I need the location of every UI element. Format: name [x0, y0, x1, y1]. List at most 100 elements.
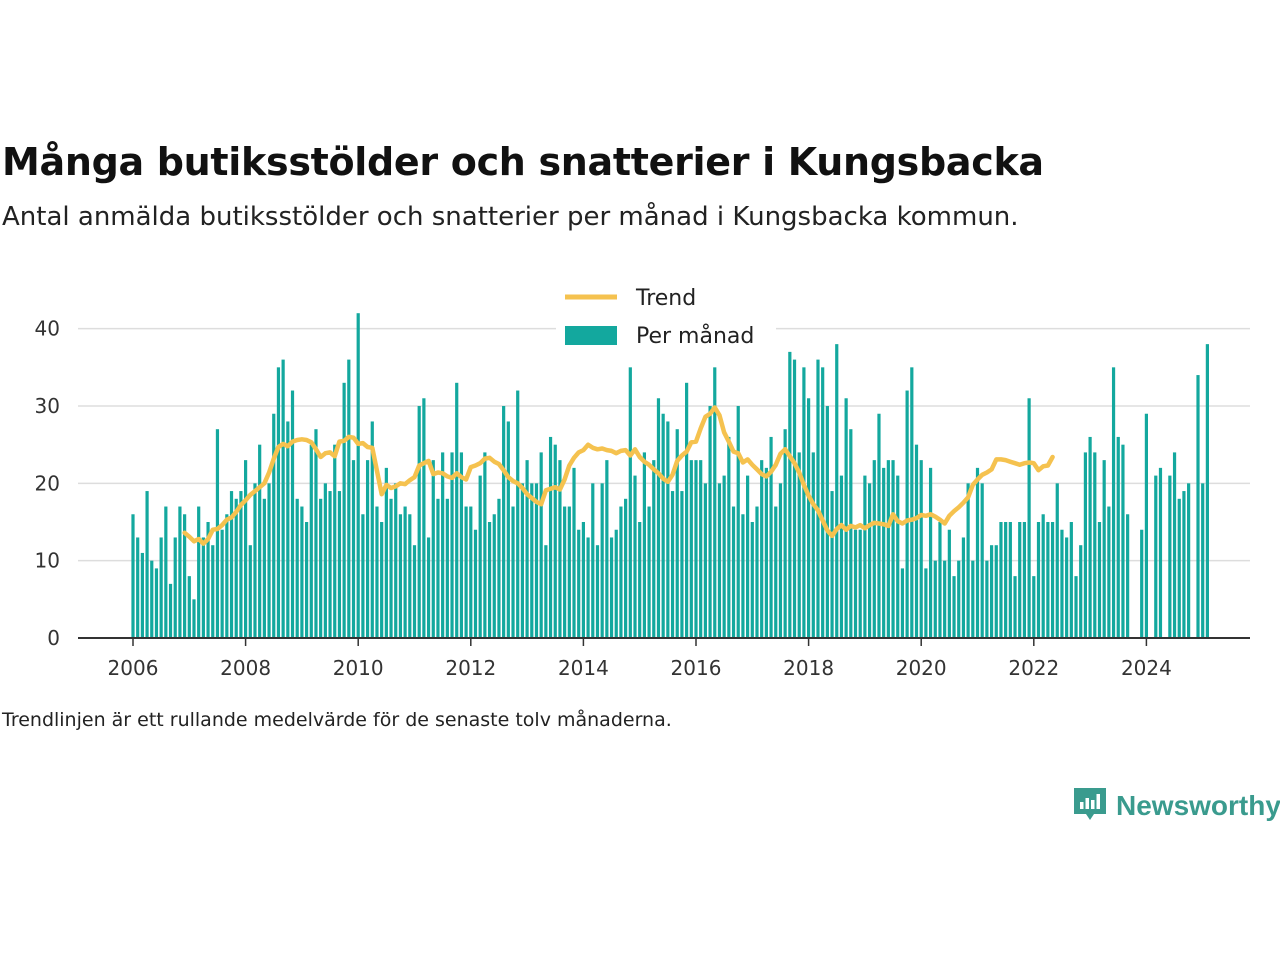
bar [136, 537, 140, 638]
x-tick-label: 2006 [108, 656, 159, 680]
bar [633, 475, 637, 638]
bar [1201, 483, 1205, 638]
bar [609, 537, 614, 638]
bar [1074, 576, 1078, 638]
bar [206, 522, 210, 638]
bar [867, 483, 872, 638]
bar [1027, 398, 1031, 638]
bar [1060, 529, 1064, 638]
brand: Newsworthy [1072, 786, 1280, 826]
bar [220, 529, 224, 638]
bar [370, 421, 374, 638]
bar [891, 460, 895, 638]
bar [1205, 344, 1209, 638]
bar [816, 359, 820, 638]
bar [398, 514, 403, 638]
bar [872, 460, 876, 638]
bar [952, 576, 956, 638]
y-tick-label: 20 [35, 471, 60, 495]
bar [863, 475, 867, 638]
bar [769, 436, 773, 638]
bar [539, 452, 543, 638]
x-tick-label: 2014 [558, 656, 609, 680]
bar [1172, 452, 1177, 638]
bar [445, 498, 449, 638]
bar [628, 367, 632, 638]
bar [928, 467, 933, 638]
bar [347, 359, 351, 638]
bar [441, 452, 445, 638]
bar [258, 444, 262, 638]
bar [853, 529, 858, 638]
bar [947, 529, 951, 638]
bar [694, 460, 698, 638]
bar [164, 506, 168, 638]
bar [384, 467, 388, 638]
bar [825, 406, 829, 638]
bar [520, 483, 525, 638]
bar [961, 537, 966, 638]
bar [319, 498, 323, 638]
bar [497, 498, 501, 638]
bar [1008, 522, 1012, 638]
bar [333, 444, 337, 638]
bar [534, 483, 539, 638]
bar [1168, 475, 1172, 638]
bar [1116, 436, 1120, 638]
bar [971, 560, 975, 638]
bar [225, 514, 229, 638]
bar [375, 506, 379, 638]
bar [558, 460, 562, 638]
bar [666, 421, 670, 638]
bar [1182, 491, 1186, 638]
bar [389, 498, 393, 638]
bar [239, 491, 243, 638]
bar [896, 475, 900, 638]
bar [910, 367, 914, 638]
bar [295, 498, 299, 638]
bar [1140, 529, 1144, 638]
bar [591, 483, 595, 638]
y-tick-label: 10 [35, 549, 60, 573]
bar [248, 545, 252, 638]
bar [938, 522, 942, 638]
bar [469, 506, 473, 638]
bar [821, 367, 825, 638]
x-tick-label: 2016 [671, 656, 722, 680]
bar [994, 545, 998, 638]
bar [830, 491, 834, 638]
bar [661, 413, 665, 638]
bar [215, 429, 220, 638]
bar [548, 436, 553, 638]
chart-title: Många butiksstölder och snatterier i Kun… [2, 140, 1044, 184]
bar [703, 483, 707, 638]
bar [670, 491, 675, 638]
footnote: Trendlinjen är ett rullande medelvärde f… [2, 709, 672, 731]
bar [173, 537, 177, 638]
bar [905, 390, 909, 638]
bar [464, 506, 468, 638]
bar [1046, 522, 1050, 638]
bar [422, 398, 426, 638]
bar [1121, 444, 1125, 638]
bar [1093, 452, 1097, 638]
bar [595, 545, 600, 638]
bar-series [131, 313, 1209, 638]
bar [1102, 460, 1106, 638]
bar [159, 537, 163, 638]
bar [886, 460, 890, 638]
bar [877, 413, 881, 638]
bar [924, 568, 928, 638]
bar [253, 483, 257, 638]
bar [1022, 522, 1027, 638]
bar [652, 460, 656, 638]
bar [403, 506, 407, 638]
bar [473, 529, 478, 638]
bar [1083, 452, 1088, 638]
bar [581, 522, 585, 638]
bar [281, 359, 285, 638]
bar [1126, 514, 1130, 638]
bar [544, 545, 548, 638]
bar [431, 460, 435, 638]
bar [337, 491, 342, 638]
